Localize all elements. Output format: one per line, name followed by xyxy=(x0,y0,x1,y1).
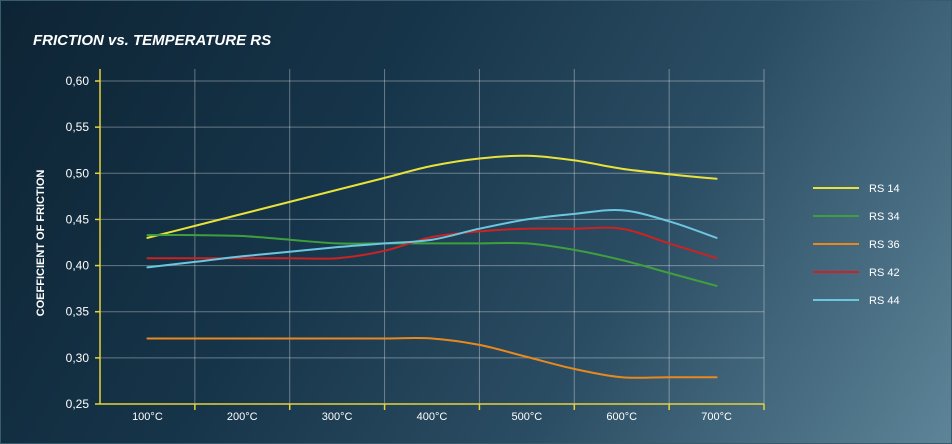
x-tick-label: 700°C xyxy=(701,411,732,423)
series-lines xyxy=(146,154,718,379)
y-tick-labels: 0,25 0,30 0,35 0,40 0,45 0,50 0,55 0,60 xyxy=(66,74,90,411)
series-line-rs-14 xyxy=(146,154,718,239)
y-tick-label: 0,30 xyxy=(66,351,90,365)
x-tick-label: 200°C xyxy=(227,411,258,423)
y-tick-label: 0,45 xyxy=(66,212,90,226)
y-tick-label: 0,60 xyxy=(66,74,90,88)
y-tick-label: 0,50 xyxy=(66,166,90,180)
y-tick-label: 0,35 xyxy=(66,305,90,319)
legend-label-rs-34: RS 34 xyxy=(869,211,900,223)
legend-label-rs-42: RS 42 xyxy=(869,267,900,279)
x-tick-label: 100°C xyxy=(132,411,163,423)
x-tick-label: 600°C xyxy=(606,411,637,423)
axes xyxy=(95,69,765,410)
series-line-rs-34 xyxy=(146,234,718,287)
grid-lines xyxy=(100,69,765,404)
legend-label-rs-36: RS 36 xyxy=(869,239,900,251)
x-tick-label: 400°C xyxy=(417,411,448,423)
y-tick-label: 0,55 xyxy=(66,120,90,134)
x-tick-label: 300°C xyxy=(322,411,353,423)
x-tick-label: 500°C xyxy=(512,411,543,423)
legend-label-rs-14: RS 14 xyxy=(869,183,900,195)
legend-label-rs-44: RS 44 xyxy=(869,295,900,307)
legend: RS 14 RS 34 RS 36 RS 42 RS 44 xyxy=(813,183,900,307)
chart-title: FRICTION vs. TEMPERATURE RS xyxy=(33,32,271,49)
series-line-rs-36 xyxy=(146,337,718,379)
x-tick-labels: 100°C 200°C 300°C 400°C 500°C 600°C 700°C xyxy=(132,411,732,423)
y-axis-label: COEFFICIENT OF FRICTION xyxy=(35,170,47,317)
series-line-rs-44 xyxy=(146,208,718,269)
y-tick-label: 0,40 xyxy=(66,259,90,273)
series-line-rs-42 xyxy=(146,226,718,260)
y-tick-label: 0,25 xyxy=(66,397,90,411)
